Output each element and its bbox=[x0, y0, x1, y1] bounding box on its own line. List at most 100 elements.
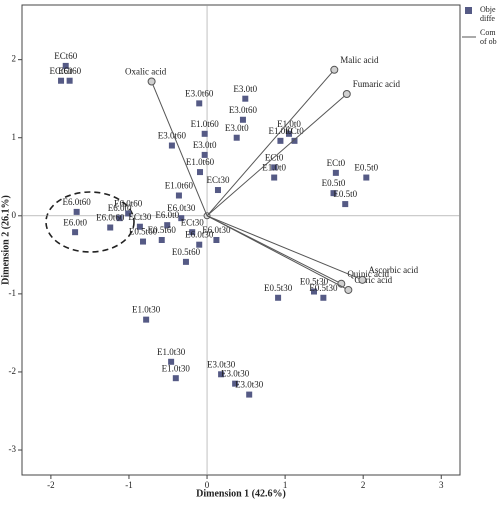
object-point bbox=[311, 288, 317, 295]
point-label: E0.5t0 bbox=[354, 163, 378, 173]
point-label: E3.0t30 bbox=[235, 380, 264, 390]
point-label: ECt30 bbox=[181, 217, 205, 227]
point-label: E3.0t30 bbox=[221, 369, 250, 379]
object-point bbox=[320, 294, 327, 301]
x-tick-label: -2 bbox=[47, 480, 55, 490]
point-label: ECt30 bbox=[128, 212, 152, 222]
point-label: ECt60 bbox=[58, 66, 82, 76]
point-label: E6.0t0 bbox=[155, 210, 179, 220]
point-label: E1.0t30 bbox=[162, 363, 191, 373]
object-point bbox=[239, 116, 246, 123]
loading-label: Ascorbic acid bbox=[368, 265, 418, 275]
loading-label: Fumaric acid bbox=[353, 79, 401, 89]
object-point bbox=[286, 130, 293, 137]
point-label: E3.0t30 bbox=[207, 359, 236, 369]
object-point bbox=[158, 237, 165, 243]
object-point bbox=[125, 210, 132, 217]
point-label: E6.0t60 bbox=[114, 199, 143, 209]
object-point bbox=[66, 77, 73, 84]
object-point bbox=[201, 130, 208, 137]
x-tick-label: 3 bbox=[439, 480, 444, 490]
y-tick-label: 1 bbox=[12, 132, 17, 142]
plot-frame bbox=[21, 4, 461, 476]
object-point bbox=[168, 358, 175, 365]
point-label: E0.5t30 bbox=[309, 283, 338, 293]
object-point bbox=[136, 223, 143, 230]
legend-label: of ob bbox=[480, 37, 497, 46]
point-label: E3.0t0 bbox=[193, 140, 217, 150]
cluster-ellipse bbox=[45, 191, 135, 253]
object-point bbox=[271, 164, 278, 171]
point-label: E3.0t0 bbox=[233, 84, 257, 94]
point-label: E0.5t60 bbox=[172, 247, 201, 257]
loading-label: Quinic acid bbox=[347, 269, 389, 279]
point-label: ECt60 bbox=[54, 51, 78, 61]
point-label: E0.5t30 bbox=[264, 283, 293, 293]
object-point bbox=[196, 100, 203, 107]
point-label: ECt0 bbox=[285, 126, 304, 136]
object-point bbox=[72, 229, 79, 236]
x-axis-title: Dimension 1 (42.6%) bbox=[196, 488, 286, 499]
loading-point bbox=[342, 90, 351, 99]
legend-label: Com bbox=[480, 28, 496, 37]
y-axis-title: Dimension 2 (26.1%) bbox=[0, 195, 11, 285]
object-point bbox=[213, 237, 220, 243]
object-point bbox=[197, 169, 204, 176]
object-point bbox=[201, 151, 208, 158]
object-point bbox=[189, 229, 196, 236]
object-point bbox=[218, 371, 225, 378]
object-point bbox=[168, 142, 175, 149]
y-tick-label: -1 bbox=[9, 288, 17, 298]
point-label: E1.0t0 bbox=[277, 119, 301, 129]
loading-label: Malic acid bbox=[340, 55, 379, 65]
point-label: E1.0t60 bbox=[165, 181, 194, 191]
object-point bbox=[330, 190, 337, 197]
object-point bbox=[232, 380, 239, 387]
point-label: E6.0t60 bbox=[96, 213, 125, 223]
object-point bbox=[172, 375, 179, 382]
object-point bbox=[246, 391, 253, 398]
object-point bbox=[62, 62, 69, 69]
point-label: E1.0t30 bbox=[132, 305, 161, 315]
loading-vector bbox=[151, 81, 208, 216]
loading-point bbox=[344, 285, 353, 294]
object-point bbox=[58, 77, 65, 84]
y-tick-label: 0 bbox=[12, 210, 17, 220]
object-point bbox=[271, 174, 278, 181]
legend-label: Obje bbox=[480, 5, 496, 14]
loading-point bbox=[330, 65, 339, 74]
loading-vector bbox=[206, 93, 348, 217]
point-label: E3.0t60 bbox=[229, 105, 258, 115]
loading-point bbox=[358, 275, 367, 284]
object-point bbox=[214, 187, 221, 194]
loading-vector bbox=[206, 69, 335, 217]
object-point bbox=[277, 137, 284, 144]
loading-point bbox=[147, 77, 156, 86]
point-label: ECt0 bbox=[327, 158, 346, 168]
object-point bbox=[140, 238, 147, 245]
point-label: E0.5t30 bbox=[300, 277, 329, 287]
point-label: E0.5t60 bbox=[129, 227, 158, 237]
object-point bbox=[143, 316, 150, 323]
x-tick-label: 2 bbox=[361, 480, 366, 490]
point-label: E0.5t60 bbox=[148, 225, 177, 235]
loading-label: Citric acid bbox=[354, 275, 392, 285]
point-label: E1.0t60 bbox=[191, 119, 220, 129]
object-point bbox=[242, 95, 249, 102]
object-point bbox=[363, 174, 370, 181]
object-point bbox=[73, 208, 80, 215]
y-tick-label: -2 bbox=[9, 366, 17, 376]
point-label: ECt60 bbox=[50, 66, 74, 76]
x-tick-label: 1 bbox=[283, 480, 288, 490]
object-point bbox=[116, 215, 123, 222]
x-tick-label: 0 bbox=[205, 480, 210, 490]
point-label: E0.5t0 bbox=[322, 178, 346, 188]
object-point bbox=[233, 134, 240, 141]
loading-vector bbox=[206, 215, 349, 291]
legend-swatch bbox=[465, 7, 472, 14]
object-point bbox=[332, 169, 339, 176]
point-label: E3.0t60 bbox=[158, 131, 187, 141]
point-label: E6.0t0 bbox=[108, 203, 132, 213]
object-point bbox=[196, 241, 203, 248]
object-point bbox=[342, 201, 349, 208]
